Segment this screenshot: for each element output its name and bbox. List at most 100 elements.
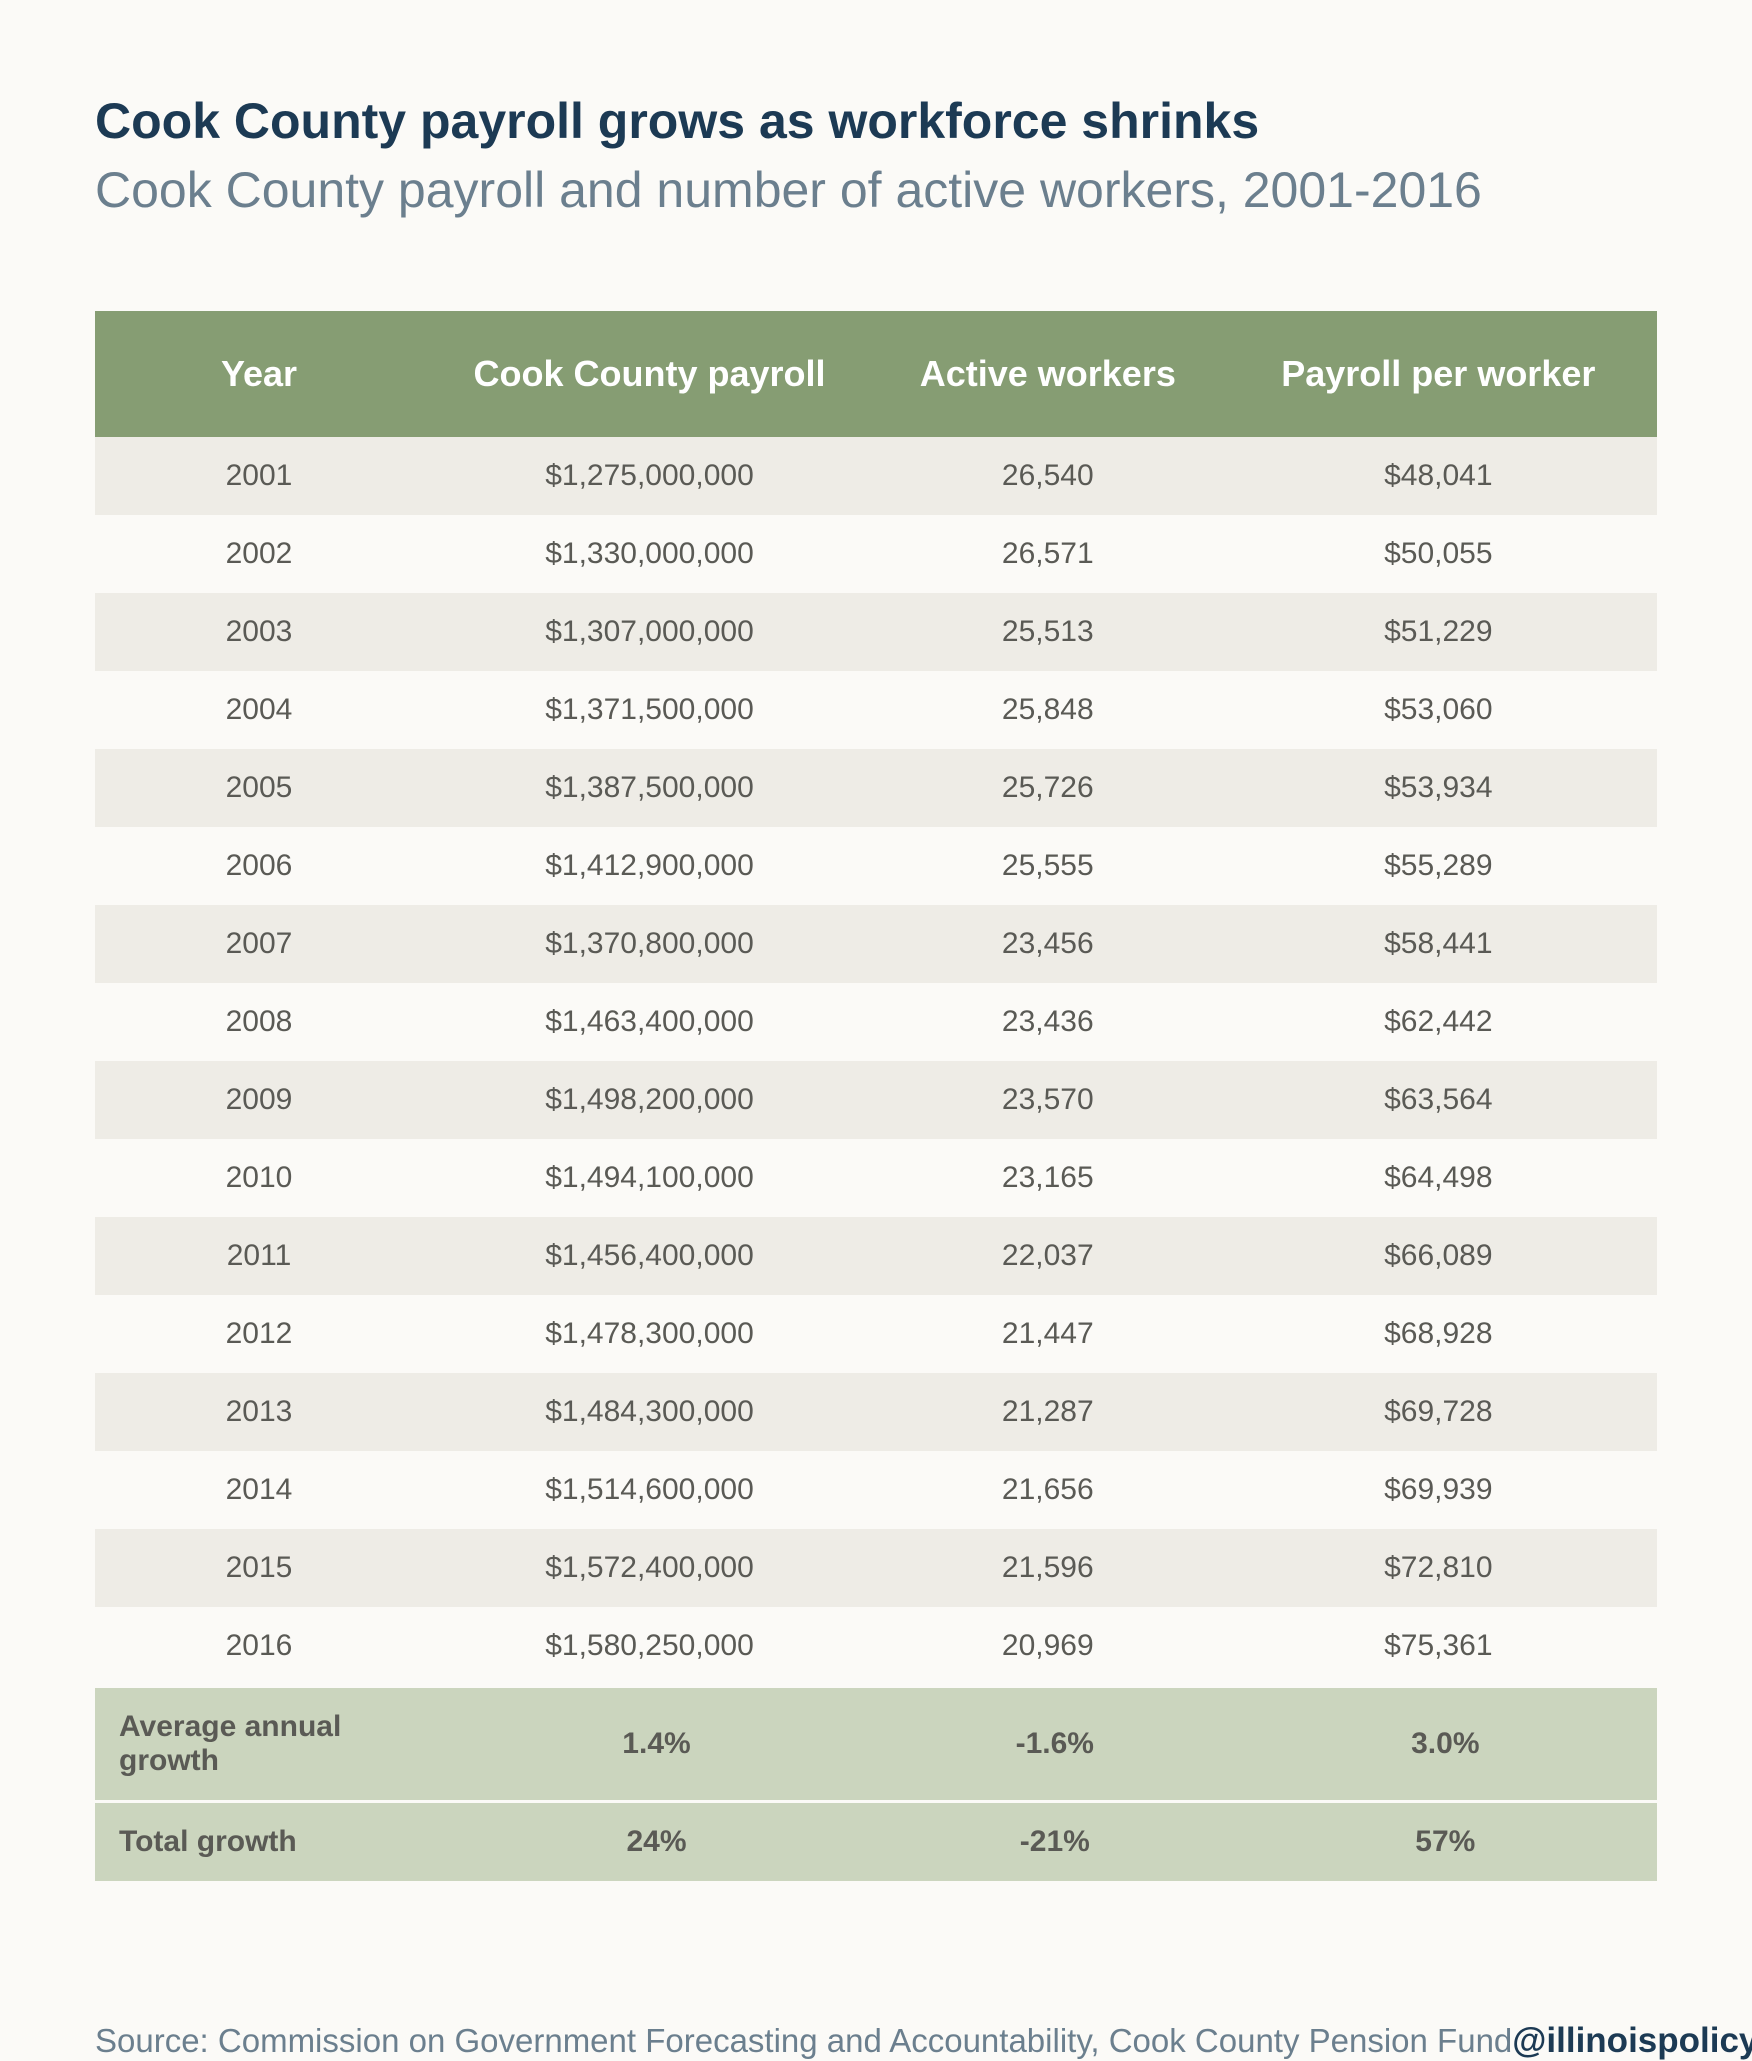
table-cell: 2010: [95, 1139, 423, 1217]
table-summary-cell: 57%: [1220, 1802, 1657, 1882]
table-row: 2005$1,387,500,00025,726$53,934: [95, 749, 1657, 827]
table-cell: 2005: [95, 749, 423, 827]
table-cell: 21,656: [876, 1451, 1220, 1529]
table-cell: 25,726: [876, 749, 1220, 827]
table-cell: 2015: [95, 1529, 423, 1607]
table-cell: 26,540: [876, 437, 1220, 515]
table-cell: 2008: [95, 983, 423, 1061]
table-cell: 21,447: [876, 1295, 1220, 1373]
table-cell: $1,514,600,000: [423, 1451, 876, 1529]
table-row: 2011$1,456,400,00022,037$66,089: [95, 1217, 1657, 1295]
table-cell: 21,287: [876, 1373, 1220, 1451]
table-summary-cell: Total growth: [95, 1802, 423, 1882]
table-summary-row: Average annual growth1.4%-1.6%3.0%: [95, 1687, 1657, 1802]
table-row: 2009$1,498,200,00023,570$63,564: [95, 1061, 1657, 1139]
col-payroll: Cook County payroll: [423, 311, 876, 437]
table-cell: 2006: [95, 827, 423, 905]
table-cell: 2001: [95, 437, 423, 515]
table-cell: $1,456,400,000: [423, 1217, 876, 1295]
table-cell: $1,572,400,000: [423, 1529, 876, 1607]
table-summary-cell: -21%: [876, 1802, 1220, 1882]
table-cell: $1,478,300,000: [423, 1295, 876, 1373]
table-cell: $1,330,000,000: [423, 515, 876, 593]
table-row: 2010$1,494,100,00023,165$64,498: [95, 1139, 1657, 1217]
table-cell: 2013: [95, 1373, 423, 1451]
source-line: Source: Commission on Government Forecas…: [95, 2021, 1657, 2061]
table-cell: $69,728: [1220, 1373, 1657, 1451]
table-cell: $1,307,000,000: [423, 593, 876, 671]
table-row: 2014$1,514,600,00021,656$69,939: [95, 1451, 1657, 1529]
table-cell: 23,436: [876, 983, 1220, 1061]
table-row: 2007$1,370,800,00023,456$58,441: [95, 905, 1657, 983]
table-cell: $53,934: [1220, 749, 1657, 827]
table-row: 2008$1,463,400,00023,436$62,442: [95, 983, 1657, 1061]
col-workers: Active workers: [876, 311, 1220, 437]
table-row: 2002$1,330,000,00026,571$50,055: [95, 515, 1657, 593]
table-summary-cell: Average annual growth: [95, 1687, 423, 1802]
table-cell: 25,848: [876, 671, 1220, 749]
table-cell: $58,441: [1220, 905, 1657, 983]
table-cell: 2002: [95, 515, 423, 593]
table-cell: $1,494,100,000: [423, 1139, 876, 1217]
table-cell: $48,041: [1220, 437, 1657, 515]
table-cell: $51,229: [1220, 593, 1657, 671]
table-cell: $72,810: [1220, 1529, 1657, 1607]
table-summary-cell: 24%: [423, 1802, 876, 1882]
table-row: 2016$1,580,250,00020,969$75,361: [95, 1607, 1657, 1687]
table-cell: 23,456: [876, 905, 1220, 983]
table-summary-cell: 1.4%: [423, 1687, 876, 1802]
table-cell: 2007: [95, 905, 423, 983]
table-cell: 2012: [95, 1295, 423, 1373]
table-cell: 23,165: [876, 1139, 1220, 1217]
table-cell: 26,571: [876, 515, 1220, 593]
table-body: 2001$1,275,000,00026,540$48,0412002$1,33…: [95, 437, 1657, 1881]
table-cell: 2016: [95, 1607, 423, 1687]
table-cell: $62,442: [1220, 983, 1657, 1061]
table-cell: $1,484,300,000: [423, 1373, 876, 1451]
table-cell: 2014: [95, 1451, 423, 1529]
table-cell: $50,055: [1220, 515, 1657, 593]
table-cell: $1,412,900,000: [423, 827, 876, 905]
table-summary-cell: 3.0%: [1220, 1687, 1657, 1802]
table-cell: $55,289: [1220, 827, 1657, 905]
col-per-worker: Payroll per worker: [1220, 311, 1657, 437]
table-row: 2015$1,572,400,00021,596$72,810: [95, 1529, 1657, 1607]
col-year: Year: [95, 311, 423, 437]
table-cell: $68,928: [1220, 1295, 1657, 1373]
table-cell: 2004: [95, 671, 423, 749]
table-cell: 2009: [95, 1061, 423, 1139]
table-cell: $53,060: [1220, 671, 1657, 749]
table-cell: $1,580,250,000: [423, 1607, 876, 1687]
page-subtitle: Cook County payroll and number of active…: [95, 159, 1657, 222]
table-cell: $1,275,000,000: [423, 437, 876, 515]
table-cell: 25,513: [876, 593, 1220, 671]
table-cell: $1,371,500,000: [423, 671, 876, 749]
table-cell: $1,463,400,000: [423, 983, 876, 1061]
table-cell: $64,498: [1220, 1139, 1657, 1217]
table-cell: $69,939: [1220, 1451, 1657, 1529]
table-cell: 25,555: [876, 827, 1220, 905]
table-row: 2013$1,484,300,00021,287$69,728: [95, 1373, 1657, 1451]
table-row: 2004$1,371,500,00025,848$53,060: [95, 671, 1657, 749]
table-cell: $1,370,800,000: [423, 905, 876, 983]
table-cell: 22,037: [876, 1217, 1220, 1295]
table-cell: 20,969: [876, 1607, 1220, 1687]
twitter-handle: @illinoispolicy: [1512, 2021, 1752, 2061]
table-header-row: Year Cook County payroll Active workers …: [95, 311, 1657, 437]
table-cell: $1,387,500,000: [423, 749, 876, 827]
table-row: 2012$1,478,300,00021,447$68,928: [95, 1295, 1657, 1373]
page-title: Cook County payroll grows as workforce s…: [95, 90, 1657, 153]
payroll-table: Year Cook County payroll Active workers …: [95, 311, 1657, 1881]
table-summary-cell: -1.6%: [876, 1687, 1220, 1802]
table-cell: $63,564: [1220, 1061, 1657, 1139]
table-cell: 23,570: [876, 1061, 1220, 1139]
table-row: 2006$1,412,900,00025,555$55,289: [95, 827, 1657, 905]
table-cell: $66,089: [1220, 1217, 1657, 1295]
table-row: 2003$1,307,000,00025,513$51,229: [95, 593, 1657, 671]
table-cell: $75,361: [1220, 1607, 1657, 1687]
table-cell: 21,596: [876, 1529, 1220, 1607]
source-text: Source: Commission on Government Forecas…: [95, 2022, 1512, 2060]
table-cell: $1,498,200,000: [423, 1061, 876, 1139]
table-cell: 2003: [95, 593, 423, 671]
table-row: 2001$1,275,000,00026,540$48,041: [95, 437, 1657, 515]
